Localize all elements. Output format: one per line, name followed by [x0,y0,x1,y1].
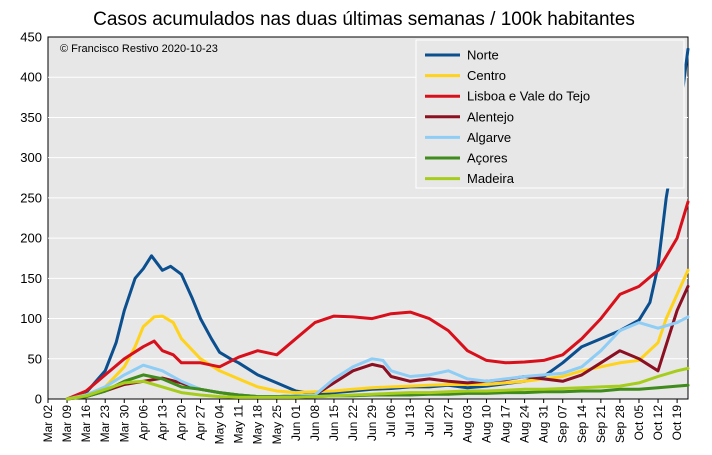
x-tick-label: Apr 13 [155,405,169,441]
legend-label-2: Lisboa e Vale do Tejo [467,89,590,104]
x-tick-label: Mar 09 [60,405,74,443]
y-tick-label: 200 [20,231,42,246]
series-line-1 [65,268,690,401]
y-tick-label: 50 [28,351,42,366]
x-tick-label: Jul 27 [441,405,455,437]
x-axis-ticks: Mar 02 Mar 09 Mar 16 Mar 23 Mar 30 Apr 06 Apr … [41,399,684,444]
legend-label-4: Algarve [467,130,511,145]
x-tick-label: May 11 [232,405,246,444]
x-tick-label: Aug 17 [499,405,513,443]
x-tick-label: Sep 21 [594,405,608,443]
x-tick-label: May 04 [213,405,227,445]
y-tick-label: 350 [20,110,42,125]
y-tick-label: 400 [20,70,42,85]
x-tick-label: Sep 07 [556,405,570,443]
legend-box [415,39,685,189]
legend-label-5: Açores [467,151,508,166]
x-tick-label: May 25 [270,405,284,445]
x-tick-label: Aug 31 [537,405,551,443]
x-tick-label: Oct 19 [670,405,684,441]
y-axis-ticks: 0 50 100 150 200 250 300 350 400 450 [20,30,42,407]
legend-label-3: Alentejo [467,109,514,124]
x-tick-label: Jun 08 [308,405,322,441]
y-tick-label: 100 [20,311,42,326]
x-tick-label: Aug 03 [460,405,474,443]
x-tick-label: Sep 28 [613,405,627,443]
x-tick-label: Oct 12 [651,405,665,441]
x-tick-label: Apr 06 [136,405,150,441]
x-tick-label: Jun 22 [346,405,360,441]
x-tick-label: Jul 06 [384,405,398,437]
x-tick-label: Aug 24 [518,405,532,443]
series-line-2 [65,200,690,401]
x-tick-label: Jul 20 [422,405,436,437]
x-tick-label: Apr 20 [174,405,188,441]
legend: Norte Centro Lisboa e Vale do Tejo Alentejo… [415,39,685,189]
y-tick-label: 0 [35,392,42,407]
series-lines [65,47,690,401]
x-tick-label: Jun 29 [365,405,379,441]
series-line-3 [65,284,690,401]
series-line-4 [65,315,690,401]
x-tick-label: Jul 13 [403,405,417,437]
x-tick-label: Mar 23 [98,405,112,443]
x-tick-label: Aug 10 [479,405,493,443]
x-tick-label: Jun 15 [327,405,341,441]
x-tick-label: Sep 14 [575,405,589,443]
x-tick-label: Mar 16 [79,405,93,443]
series-line-6 [65,366,690,401]
x-tick-label: Mar 02 [41,405,55,443]
x-tick-label: Jun 01 [289,405,303,441]
y-tick-label: 150 [20,271,42,286]
series-line-0 [65,47,690,401]
legend-label-6: Madeira [467,171,515,186]
y-tick-label: 300 [20,150,42,165]
y-tick-label: 250 [20,190,42,205]
x-tick-label: Apr 27 [194,405,208,441]
credit-annotation: © Francisco Restivo 2020-10-23 [60,43,218,55]
chart-title: Casos acumulados nas duas últimas semana… [93,9,635,30]
y-tick-label: 450 [20,30,42,45]
x-tick-label: Mar 30 [117,405,131,443]
x-tick-label: Oct 05 [632,405,646,441]
legend-label-0: Norte [467,48,499,63]
legend-label-1: Centro [467,68,506,83]
x-tick-label: May 18 [251,405,265,445]
